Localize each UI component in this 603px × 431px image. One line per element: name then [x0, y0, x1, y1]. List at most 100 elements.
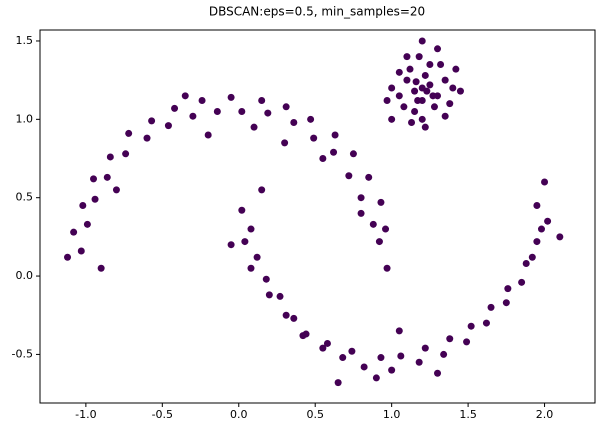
point	[83, 220, 91, 228]
point	[112, 186, 120, 194]
point	[282, 311, 290, 319]
point	[430, 103, 438, 111]
point	[429, 92, 437, 100]
point	[372, 374, 380, 382]
point	[281, 139, 289, 147]
point	[125, 129, 133, 137]
point	[258, 97, 266, 105]
point	[247, 225, 255, 233]
y-tick-label: 0.5	[16, 191, 34, 204]
point	[250, 123, 258, 131]
point	[383, 97, 391, 105]
point	[412, 78, 420, 86]
point	[440, 350, 448, 358]
point	[403, 53, 411, 61]
point	[302, 330, 310, 338]
point	[345, 172, 353, 180]
point	[330, 148, 338, 156]
point	[227, 241, 235, 249]
y-tick-label: 1.5	[16, 34, 34, 47]
point	[198, 97, 206, 105]
point	[171, 104, 179, 112]
point	[395, 327, 403, 335]
point	[437, 60, 445, 68]
point	[487, 303, 495, 311]
x-tick-label: -0.5	[152, 408, 173, 421]
point	[331, 131, 339, 139]
point	[388, 115, 396, 123]
point	[408, 118, 416, 126]
point	[395, 68, 403, 76]
point	[103, 173, 111, 181]
point	[227, 93, 235, 101]
point	[463, 338, 471, 346]
point	[421, 71, 429, 79]
point	[64, 253, 72, 261]
point	[365, 173, 373, 181]
point	[544, 217, 552, 225]
point	[426, 60, 434, 68]
point	[181, 92, 189, 100]
point	[377, 354, 385, 362]
point	[382, 225, 390, 233]
x-tick-label: -1.0	[75, 408, 96, 421]
point	[238, 107, 246, 115]
point	[204, 131, 212, 139]
point	[426, 81, 434, 89]
point	[406, 65, 414, 73]
point	[411, 87, 419, 95]
point	[467, 322, 475, 330]
point	[415, 53, 423, 61]
point	[148, 117, 156, 125]
point	[434, 45, 442, 53]
point	[290, 314, 298, 322]
point	[388, 84, 396, 92]
point	[423, 87, 431, 95]
point	[91, 195, 99, 203]
point	[418, 115, 426, 123]
point	[533, 202, 541, 210]
x-tick-label: 2.0	[536, 408, 554, 421]
point	[143, 134, 151, 142]
point	[106, 153, 114, 161]
point	[446, 100, 454, 108]
point	[518, 278, 526, 286]
point	[418, 97, 426, 105]
point	[421, 123, 429, 131]
point	[238, 206, 246, 214]
point	[369, 220, 377, 228]
point	[307, 115, 315, 123]
point	[400, 103, 408, 111]
point	[441, 112, 449, 120]
point	[189, 112, 197, 120]
point	[319, 155, 327, 163]
point	[502, 299, 510, 307]
point	[247, 264, 255, 272]
point	[418, 37, 426, 45]
point	[357, 209, 365, 217]
point	[253, 253, 261, 261]
x-tick-label: 1.5	[459, 408, 477, 421]
point	[397, 352, 405, 360]
point	[262, 275, 270, 283]
point	[264, 109, 272, 117]
point	[77, 247, 85, 255]
chart-title: DBSCAN:eps=0.5, min_samples=20	[209, 5, 425, 19]
plot-frame	[39, 29, 596, 404]
point	[533, 238, 541, 246]
point	[265, 291, 273, 299]
point	[349, 150, 357, 158]
x-tick-label: 1.0	[383, 408, 401, 421]
point	[241, 238, 249, 246]
point	[334, 379, 342, 387]
y-tick-label: 0.0	[16, 269, 34, 282]
point	[403, 76, 411, 84]
point	[434, 369, 442, 377]
point	[90, 175, 98, 183]
point	[441, 76, 449, 84]
point	[415, 358, 423, 366]
point	[411, 107, 419, 115]
point	[452, 65, 460, 73]
point	[504, 285, 512, 293]
